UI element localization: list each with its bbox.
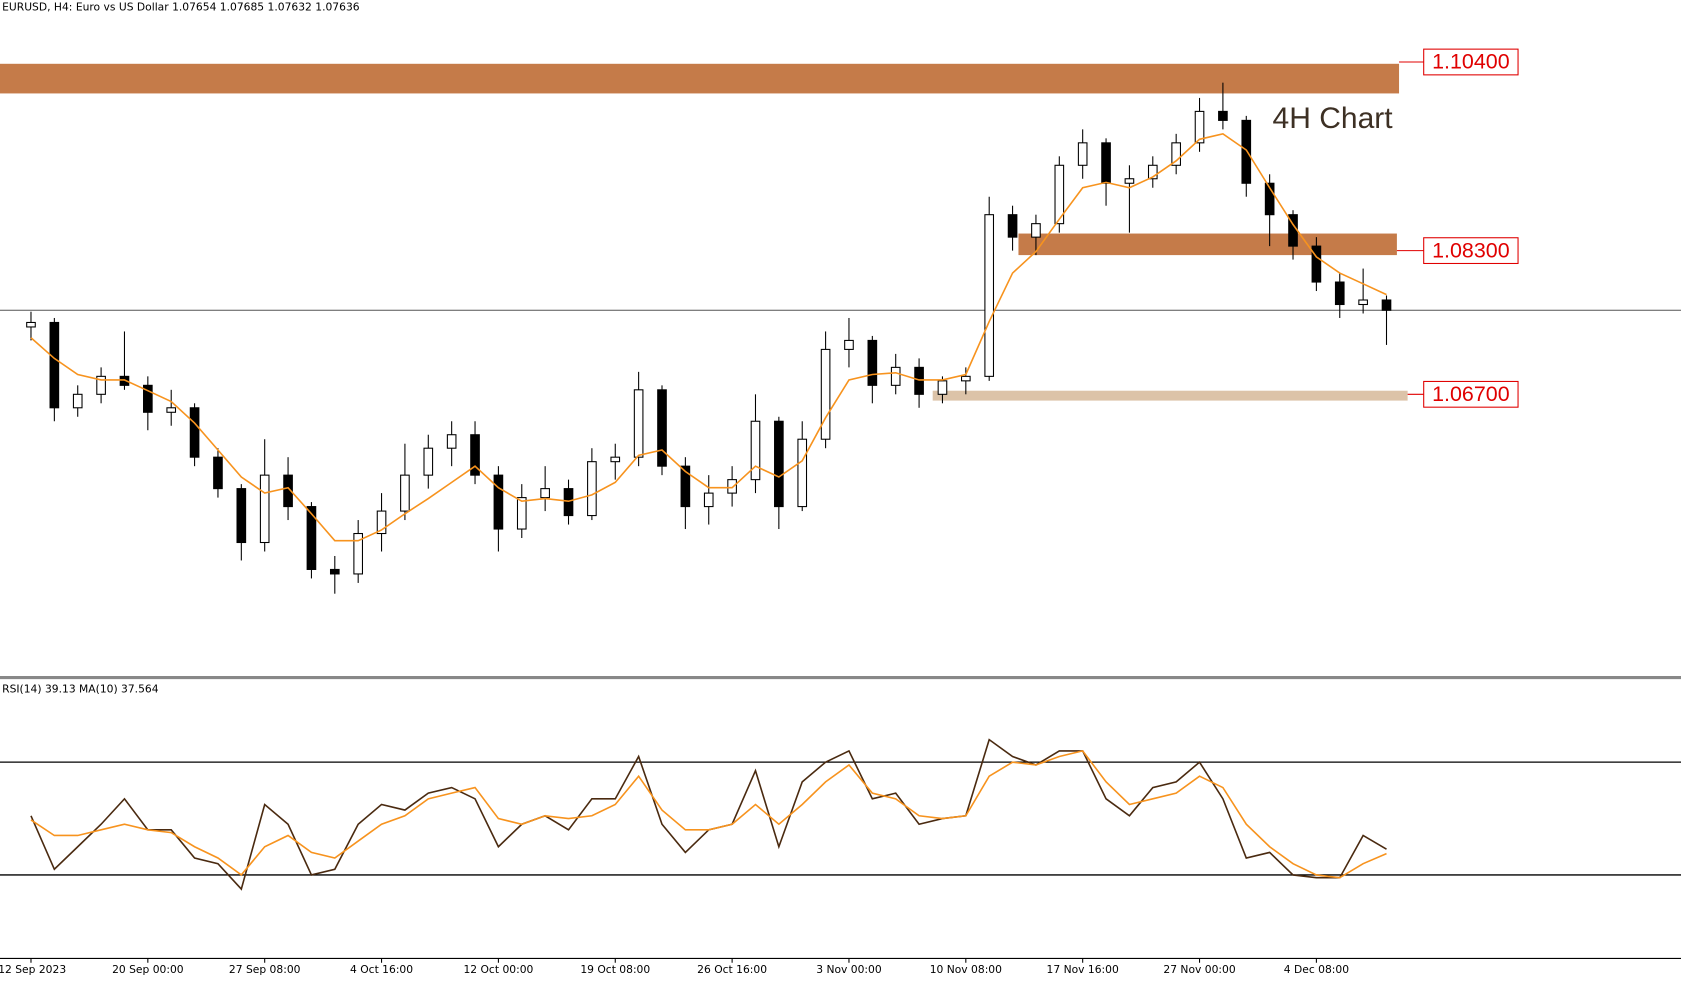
zone [0,63,1400,94]
candle-body [1194,110,1205,144]
candle-body [49,321,60,409]
candle-body [937,380,948,395]
candle-body [1101,142,1111,184]
candle-body [1171,142,1181,166]
candle-body [774,420,784,508]
candle-body [446,434,457,449]
candle-body [1311,245,1322,283]
candle-body [633,389,644,458]
zone-label: 1.10400 [1432,50,1510,74]
candle-body [914,366,924,395]
candle-body [470,434,480,476]
chart-title: EURUSD, H4: Euro vs US Dollar 1.07654 1.… [2,1,360,14]
candle-body [493,474,504,530]
x-tick-label: 19 Oct 08:00 [580,963,650,976]
candle-body [189,407,200,458]
candle-body [516,497,527,530]
candle-body [1007,214,1018,238]
candle-body [587,461,597,517]
rsi-line [30,750,1387,879]
candle-body [259,474,270,544]
candle-body [376,510,387,535]
candle-body [890,366,901,386]
candle-body [610,456,621,463]
candle-body [400,474,410,512]
zone-label: 1.06700 [1432,382,1510,406]
x-tick-label: 12 Sep 2023 [0,963,66,976]
moving-average [30,132,1387,542]
candle-body [820,348,831,440]
candle-body [867,339,878,386]
rsi-title: RSI(14) 39.13 MA(10) 37.564 [2,682,159,695]
candle-body [236,488,247,544]
candle-body [1054,164,1065,225]
candle-body [1218,110,1228,121]
candle-body [727,479,737,494]
candle-body [563,488,574,517]
candle-body [283,474,293,508]
zone [1018,233,1397,256]
candle-body [540,488,550,499]
candle-body [26,321,36,328]
x-tick-label: 12 Oct 00:00 [463,963,533,976]
candle-body [1124,178,1135,184]
candle-body [423,447,434,476]
candle-body [844,339,854,350]
annotation: 4H Chart [1273,102,1394,135]
candle-body [750,420,761,481]
x-tick-label: 20 Sep 00:00 [112,963,184,976]
candle-body [353,532,364,575]
candle-body [1147,164,1158,180]
x-tick-label: 17 Nov 16:00 [1047,963,1119,976]
zone [932,390,1408,401]
candle-body [797,438,808,508]
candle-body [961,375,971,382]
candle-body [984,214,995,377]
zone-label-box [1423,237,1519,265]
candle-body [166,407,177,413]
candle-body [72,393,83,409]
candle-body [1241,119,1252,184]
candle-body [329,568,340,575]
candle-body [703,492,714,508]
zone-label-box [1423,48,1519,76]
zone-label-box [1423,380,1519,408]
x-tick-label: 26 Oct 16:00 [697,963,767,976]
x-tick-label: 27 Sep 08:00 [229,963,301,976]
candle-body [1358,299,1368,306]
candle-body [1334,281,1345,306]
candle-body [1077,142,1088,166]
candle-body [96,375,106,395]
candle-body [1031,223,1041,238]
x-tick-label: 27 Nov 00:00 [1163,963,1235,976]
x-tick-label: 3 Nov 00:00 [816,963,882,976]
x-tick-label: 10 Nov 08:00 [930,963,1002,976]
candle-body [213,456,223,490]
candle-body [1264,182,1275,216]
x-tick-label: 4 Dec 08:00 [1284,963,1349,976]
candle-body [1381,299,1392,311]
candle-body [680,465,691,508]
candle-body [306,506,317,570]
x-tick-label: 4 Oct 16:00 [350,963,413,976]
candle-body [657,389,667,467]
candle-body [143,384,153,413]
zone-label: 1.08300 [1432,238,1510,262]
